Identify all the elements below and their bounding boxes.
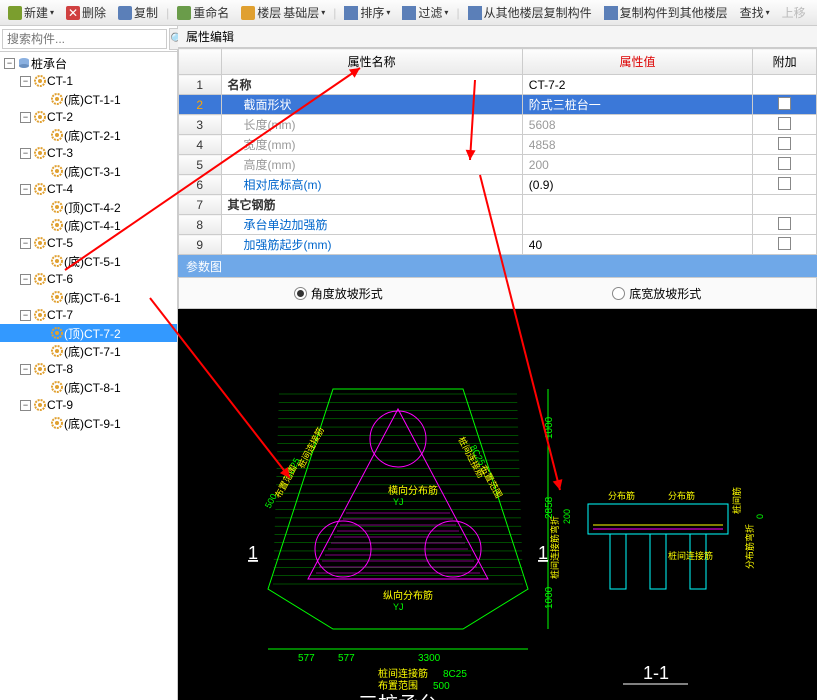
tree-leaf[interactable]: (底)CT-7-1 — [0, 342, 177, 360]
svg-text:500: 500 — [433, 681, 450, 692]
checkbox[interactable] — [778, 117, 791, 130]
property-row[interactable]: 6相对底标高(m)(0.9) — [179, 175, 817, 195]
param-header: 参数图 — [178, 255, 817, 277]
radio-icon — [294, 287, 307, 300]
tree-node[interactable]: −CT-8 — [0, 360, 177, 378]
tree-node[interactable]: −CT-3 — [0, 144, 177, 162]
svg-text:0: 0 — [755, 514, 765, 519]
toolbar-copy-to[interactable]: 复制构件到其他楼层 — [600, 2, 732, 23]
property-row[interactable]: 5高度(mm)200 — [179, 155, 817, 175]
tree-leaf[interactable]: (顶)CT-4-2 — [0, 198, 177, 216]
tree-leaf[interactable]: (底)CT-4-1 — [0, 216, 177, 234]
svg-text:分布筋: 分布筋 — [608, 490, 635, 501]
properties-table: 属性名称 属性值 附加 1名称CT-7-22截面形状阶式三桩台一3长度(mm)5… — [178, 48, 817, 255]
svg-text:YJ: YJ — [393, 497, 404, 507]
toolbar-floor[interactable]: 楼层 基础层▾ — [237, 2, 329, 23]
tree-leaf[interactable]: (底)CT-5-1 — [0, 252, 177, 270]
tree-node[interactable]: −CT-6 — [0, 270, 177, 288]
tree-leaf[interactable]: (底)CT-8-1 — [0, 378, 177, 396]
checkbox[interactable] — [778, 97, 791, 110]
tree-node[interactable]: −CT-7 — [0, 306, 177, 324]
svg-text:三桩承台一: 三桩承台一 — [358, 693, 458, 700]
toolbar-copy[interactable]: 复制 — [114, 2, 162, 23]
property-row[interactable]: 2截面形状阶式三桩台一 — [179, 95, 817, 115]
tree-node[interactable]: −CT-5 — [0, 234, 177, 252]
param-options: 角度放坡形式 底宽放坡形式 — [178, 277, 817, 309]
svg-text:桩间连接筋: 桩间连接筋 — [378, 667, 428, 680]
property-row[interactable]: 7其它钢筋 — [179, 195, 817, 215]
svg-text:3300: 3300 — [418, 653, 441, 664]
svg-text:纵向分布筋: 纵向分布筋 — [383, 589, 433, 602]
svg-text:2858: 2858 — [544, 496, 555, 519]
svg-text:桩间连接筋: 桩间连接筋 — [668, 550, 713, 561]
component-tree[interactable]: −桩承台−CT-1(底)CT-1-1−CT-2(底)CT-2-1−CT-3(底)… — [0, 52, 177, 700]
tree-node[interactable]: −CT-9 — [0, 396, 177, 414]
search-input[interactable] — [2, 29, 167, 49]
toolbar-copy-from[interactable]: 从其他楼层复制构件 — [464, 2, 596, 23]
radio-width-slope[interactable]: 底宽放坡形式 — [612, 285, 701, 302]
tree-panel: 🔍 −桩承台−CT-1(底)CT-1-1−CT-2(底)CT-2-1−CT-3(… — [0, 26, 178, 700]
toolbar-delete[interactable]: ✕删除 — [62, 2, 110, 23]
diagram-viewport[interactable]: 1000285810005775773300横向分布筋YJ纵向分布筋YJ桩间连接… — [178, 309, 817, 700]
col-extra[interactable]: 附加 — [753, 49, 817, 75]
col-value[interactable]: 属性值 — [522, 49, 752, 75]
toolbar-sort[interactable]: 排序▾ — [340, 2, 394, 23]
svg-text:1-1: 1-1 — [643, 663, 669, 683]
svg-text:YJ: YJ — [393, 602, 404, 612]
tree-leaf[interactable]: (底)CT-3-1 — [0, 162, 177, 180]
col-name[interactable]: 属性名称 — [221, 49, 522, 75]
property-row[interactable]: 8承台单边加强筋 — [179, 215, 817, 235]
main-toolbar: 新建▾ ✕删除 复制 | 重命名 楼层 基础层▾ | 排序▾ 过滤▾ | 从其他… — [0, 0, 817, 26]
tree-leaf[interactable]: (底)CT-9-1 — [0, 414, 177, 432]
property-row[interactable]: 1名称CT-7-2 — [179, 75, 817, 95]
svg-text:1000: 1000 — [544, 586, 555, 609]
svg-text:分布筋弯折: 分布筋弯折 — [744, 524, 755, 569]
tree-node[interactable]: −CT-2 — [0, 108, 177, 126]
toolbar-rename[interactable]: 重命名 — [173, 2, 233, 23]
checkbox[interactable] — [778, 237, 791, 250]
tree-leaf[interactable]: (底)CT-6-1 — [0, 288, 177, 306]
checkbox[interactable] — [778, 157, 791, 170]
svg-text:577: 577 — [298, 653, 315, 664]
svg-text:横向分布筋: 横向分布筋 — [388, 484, 438, 497]
checkbox[interactable] — [778, 137, 791, 150]
svg-text:1: 1 — [248, 543, 258, 563]
properties-header: 属性编辑 — [178, 26, 817, 48]
toolbar-moveup[interactable]: 上移 — [778, 2, 810, 23]
radio-angle-slope[interactable]: 角度放坡形式 — [294, 285, 383, 302]
tree-leaf[interactable]: (底)CT-1-1 — [0, 90, 177, 108]
diagram-svg: 1000285810005775773300横向分布筋YJ纵向分布筋YJ桩间连接… — [178, 309, 817, 700]
svg-text:1000: 1000 — [544, 416, 555, 439]
svg-text:分布筋: 分布筋 — [668, 490, 695, 501]
radio-icon — [612, 287, 625, 300]
tree-root[interactable]: −桩承台 — [0, 54, 177, 72]
svg-text:1: 1 — [538, 543, 548, 563]
svg-text:桩间筋: 桩间筋 — [731, 487, 742, 514]
property-row[interactable]: 4宽度(mm)4858 — [179, 135, 817, 155]
property-row[interactable]: 3长度(mm)5608 — [179, 115, 817, 135]
svg-text:8C25: 8C25 — [443, 669, 467, 680]
toolbar-new[interactable]: 新建▾ — [4, 2, 58, 23]
svg-text:200: 200 — [562, 509, 572, 524]
tree-node[interactable]: −CT-1 — [0, 72, 177, 90]
checkbox[interactable] — [778, 177, 791, 190]
svg-text:布置范围: 布置范围 — [378, 679, 418, 692]
toolbar-filter[interactable]: 过滤▾ — [398, 2, 452, 23]
checkbox[interactable] — [778, 217, 791, 230]
toolbar-find[interactable]: 查找▾ — [736, 2, 774, 23]
svg-text:577: 577 — [338, 653, 355, 664]
tree-node[interactable]: −CT-4 — [0, 180, 177, 198]
tree-leaf[interactable]: (顶)CT-7-2 — [0, 324, 177, 342]
property-row[interactable]: 9加强筋起步(mm)40 — [179, 235, 817, 255]
tree-leaf[interactable]: (底)CT-2-1 — [0, 126, 177, 144]
svg-text:桩间连接筋弯折: 桩间连接筋弯折 — [549, 516, 560, 579]
